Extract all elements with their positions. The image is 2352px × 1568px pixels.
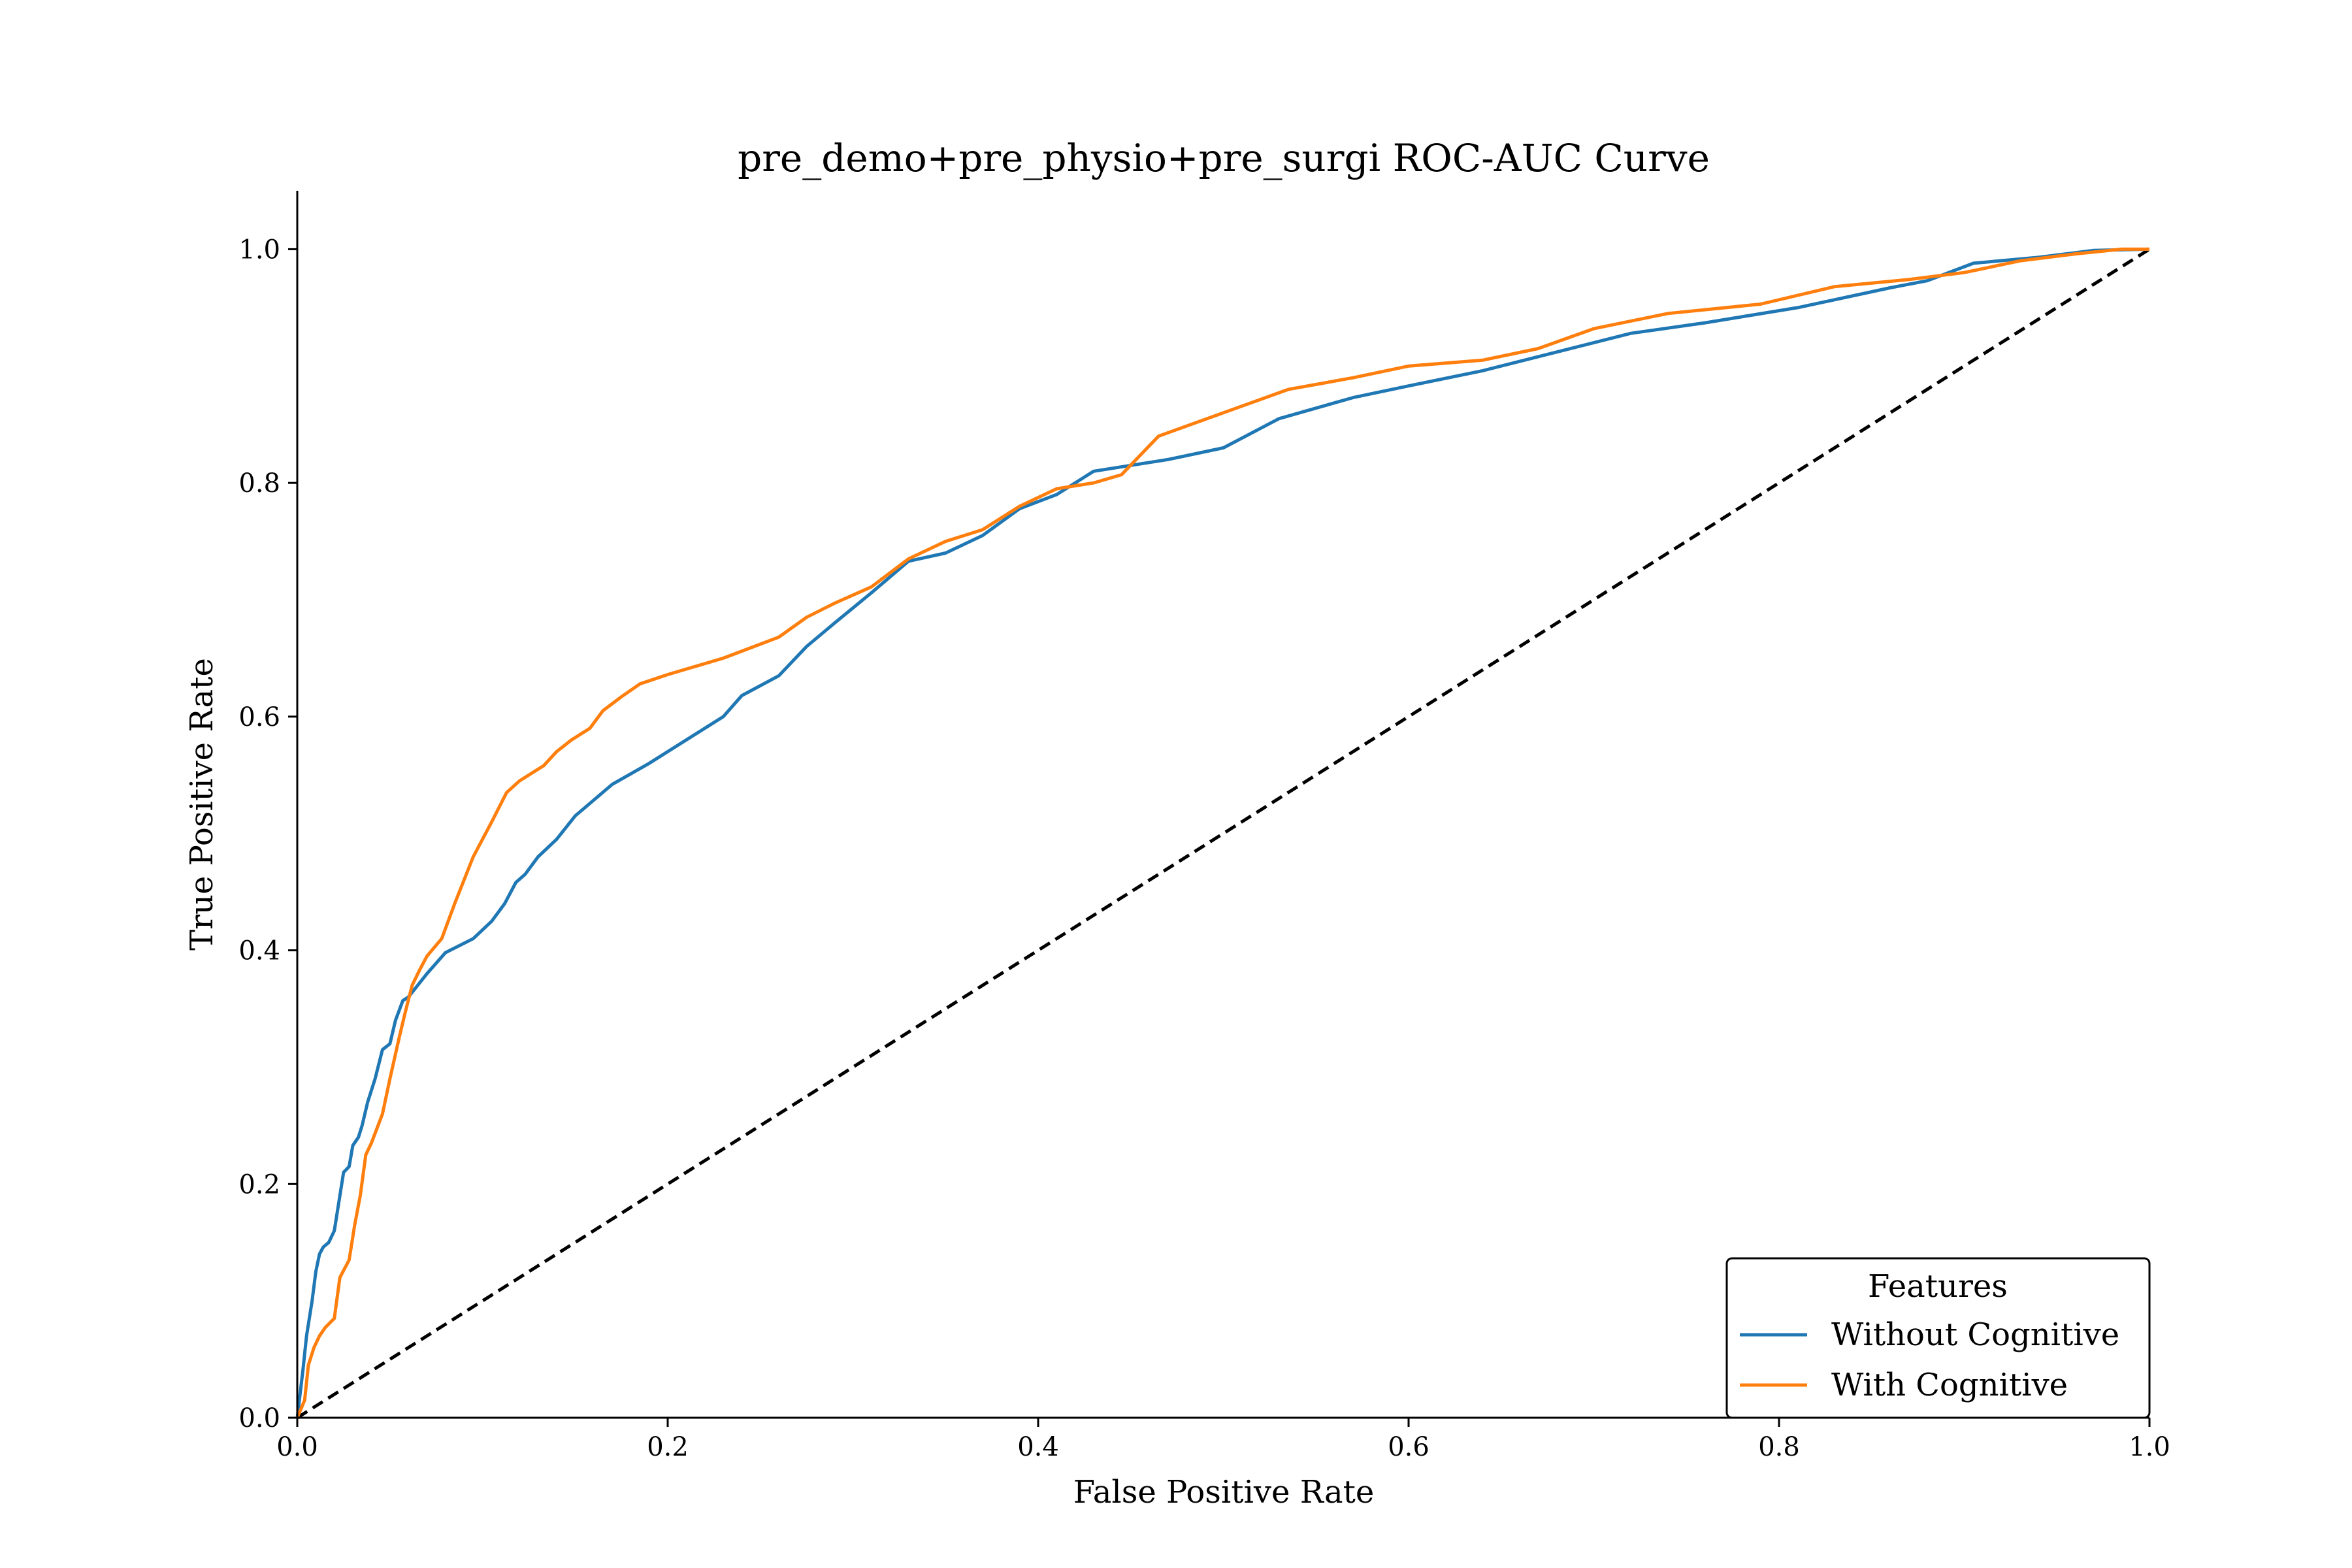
legend-label-with-cognitive: With Cognitive xyxy=(1831,1367,2068,1403)
x-tick-label: 0.0 xyxy=(276,1432,318,1462)
roc-line-without-cognitive xyxy=(295,247,2150,1418)
chart-title: pre_demo+pre_physio+pre_surgi ROC-AUC Cu… xyxy=(738,136,1710,180)
y-tick-label: 0.8 xyxy=(238,468,280,498)
roc-line-with-cognitive xyxy=(295,247,2149,1418)
y-axis-ticks: 0.0 0.2 0.4 0.6 0.8 1.0 xyxy=(238,235,297,1433)
legend: Features Without Cognitive With Cognitiv… xyxy=(1725,1257,2151,1419)
y-tick-label: 0.0 xyxy=(238,1403,280,1433)
y-tick-label: 0.4 xyxy=(238,936,280,966)
x-tick-label: 0.6 xyxy=(1388,1432,1429,1462)
plot-series xyxy=(295,247,2151,1420)
x-axis-title: False Positive Rate xyxy=(1073,1474,1375,1511)
y-tick-label: 1.0 xyxy=(238,235,280,265)
x-tick-label: 1.0 xyxy=(2129,1432,2170,1462)
x-tick-label: 0.4 xyxy=(1017,1432,1059,1462)
legend-frame xyxy=(1725,1257,2151,1419)
legend-title: Features xyxy=(1868,1268,2008,1305)
x-tick-label: 0.8 xyxy=(1758,1432,1800,1462)
y-tick-label: 0.2 xyxy=(238,1169,280,1200)
legend-label-without-cognitive: Without Cognitive xyxy=(1831,1316,2119,1353)
y-tick-label: 0.6 xyxy=(238,702,280,732)
x-tick-label: 0.2 xyxy=(647,1432,689,1462)
y-axis-title: True Positive Rate xyxy=(184,658,220,951)
x-axis-ticks: 0.0 0.2 0.4 0.6 0.8 1.0 xyxy=(276,1418,2170,1462)
